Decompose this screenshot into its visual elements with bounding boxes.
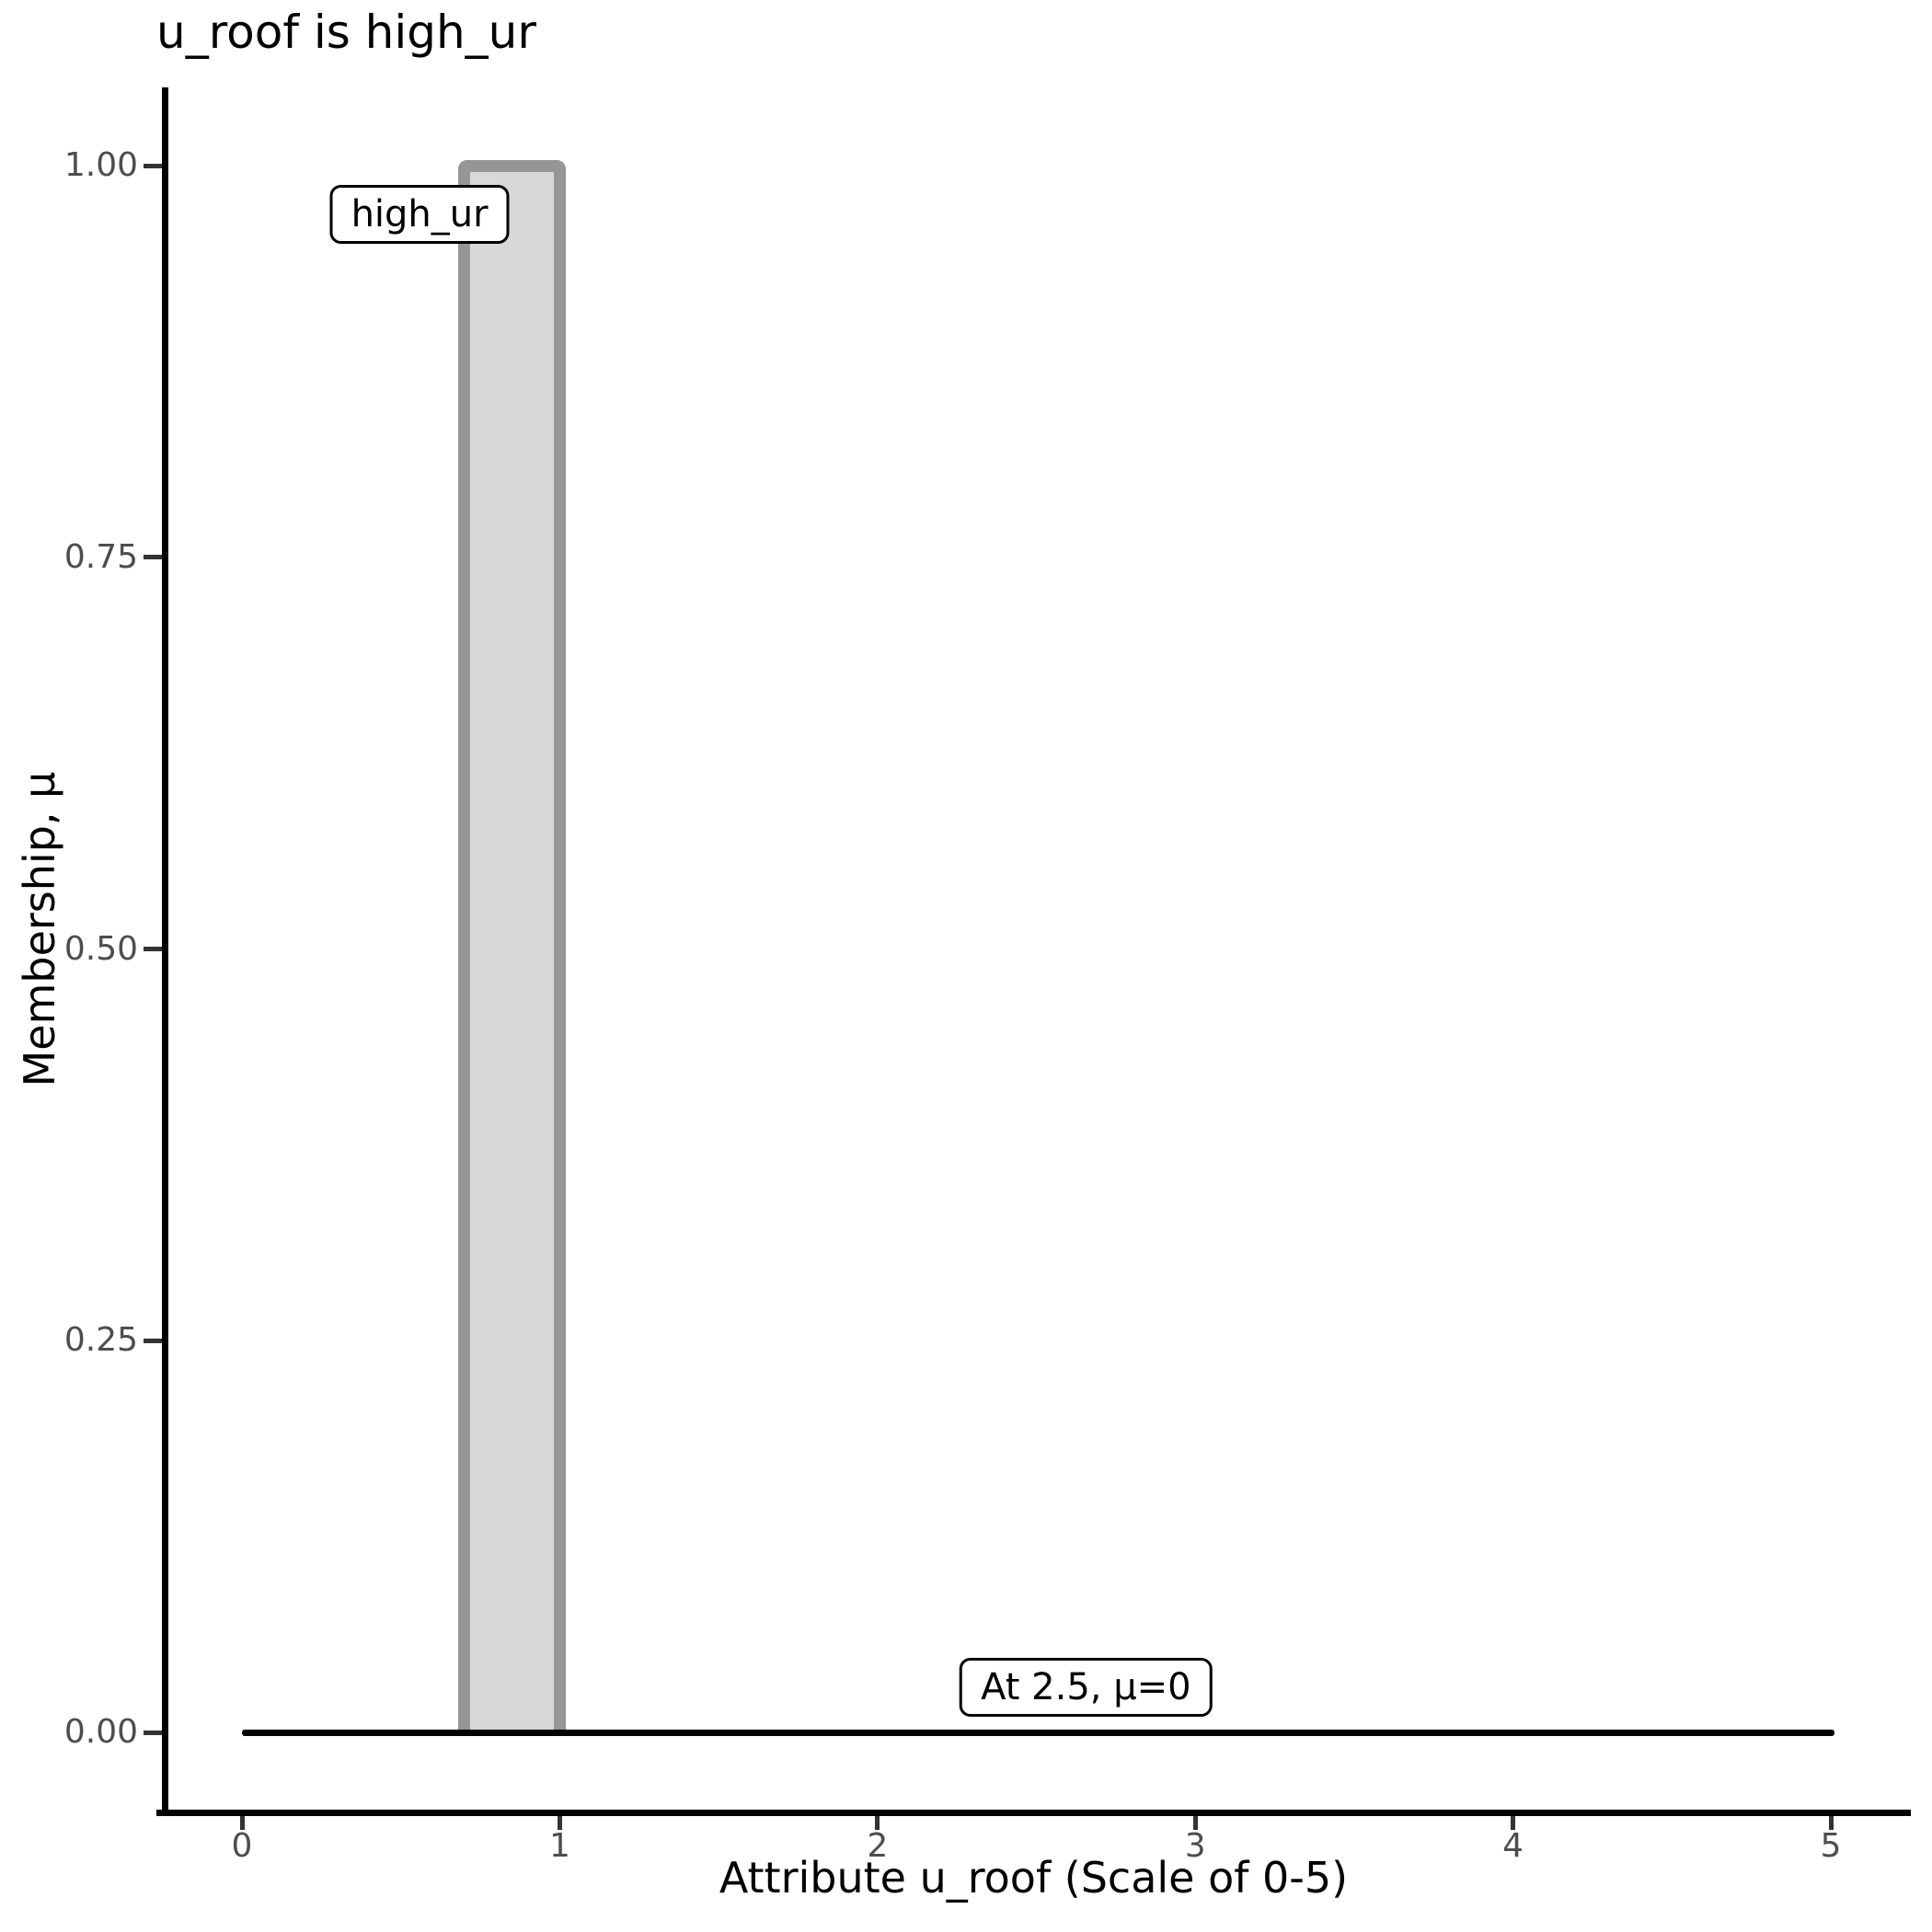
x-tick-label: 1 [548, 1827, 570, 1865]
x-tick-label: 4 [1502, 1827, 1524, 1865]
x-tick-mark [1828, 1816, 1834, 1830]
annotation-box: At 2.5, μ=0 [960, 1657, 1213, 1717]
x-tick-mark [557, 1816, 562, 1830]
x-tick-mark [875, 1816, 880, 1830]
y-tick-label: 0.50 [63, 929, 138, 968]
membership-zero-line [242, 1729, 1834, 1736]
y-tick-mark [144, 947, 162, 951]
y-tick-mark [144, 1730, 162, 1735]
y-tick-mark [144, 555, 162, 560]
x-tick-mark [239, 1816, 245, 1830]
chart-title: u_roof is high_ur [156, 6, 536, 59]
annotation-box: high_ur [329, 184, 510, 244]
y-tick-mark [144, 163, 162, 168]
fuzzy-set-bar [458, 159, 566, 1736]
x-axis-line [156, 1810, 1911, 1816]
x-tick-label: 5 [1820, 1827, 1842, 1865]
x-tick-mark [1192, 1816, 1198, 1830]
x-tick-mark [1511, 1816, 1516, 1830]
y-tick-label: 0.75 [63, 537, 138, 576]
x-tick-label: 3 [1184, 1827, 1206, 1865]
y-tick-mark [144, 1338, 162, 1343]
y-tick-label: 0.00 [63, 1713, 138, 1751]
x-axis-title: Attribute u_roof (Scale of 0-5) [719, 1853, 1349, 1903]
y-tick-label: 0.25 [63, 1321, 138, 1360]
x-tick-label: 0 [231, 1827, 253, 1865]
y-axis-line [162, 87, 168, 1812]
x-tick-label: 2 [867, 1827, 889, 1865]
y-tick-label: 1.00 [63, 146, 138, 184]
